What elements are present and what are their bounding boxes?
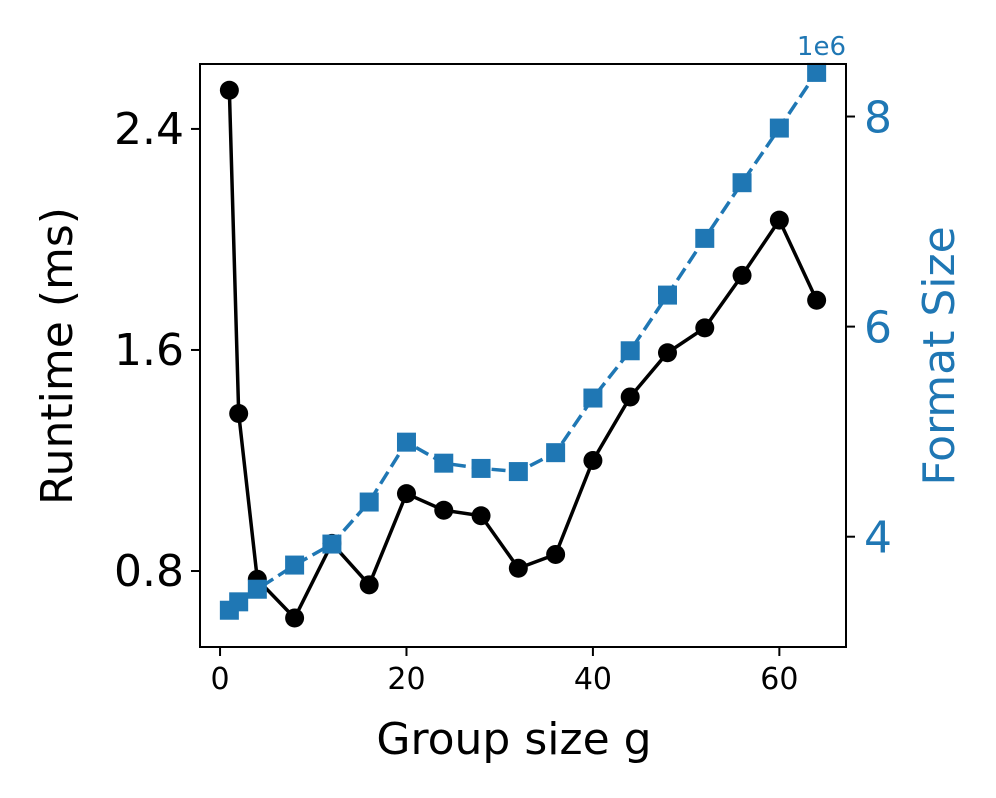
format-size-point bbox=[434, 453, 454, 473]
series-layer bbox=[219, 62, 827, 628]
x-tick-label: 0 bbox=[210, 662, 229, 697]
format-size-point bbox=[732, 173, 752, 193]
plot-frame bbox=[199, 63, 847, 648]
x-tick-label: 40 bbox=[574, 662, 612, 697]
format-size-point bbox=[657, 285, 677, 305]
format-size-point bbox=[285, 555, 305, 575]
runtime-point bbox=[732, 265, 752, 285]
runtime-point bbox=[396, 484, 416, 504]
y-right-tick-label: 4 bbox=[864, 513, 892, 564]
format-size-point bbox=[322, 534, 342, 554]
x-tick-label: 20 bbox=[387, 662, 425, 697]
format-size-point bbox=[583, 388, 603, 408]
y-left-tick-label: 0.8 bbox=[114, 546, 184, 597]
y-right-tick-label: 8 bbox=[864, 93, 892, 144]
format-size-point bbox=[546, 443, 566, 463]
format-size-point bbox=[359, 492, 379, 512]
runtime-point bbox=[620, 387, 640, 407]
format-size-point bbox=[396, 432, 416, 452]
runtime-point bbox=[229, 404, 249, 424]
y-left-tick-label: 1.6 bbox=[114, 325, 184, 376]
runtime-point bbox=[769, 210, 789, 230]
y-right-tick-label: 6 bbox=[864, 303, 892, 354]
format-size-point bbox=[695, 228, 715, 248]
y-axis-left-label: Runtime (ms) bbox=[32, 207, 83, 505]
format-size-point bbox=[769, 118, 789, 138]
right-axis-multiplier: 1e6 bbox=[797, 32, 846, 62]
runtime-point bbox=[546, 544, 566, 564]
runtime-point bbox=[471, 506, 491, 526]
format-size-point bbox=[508, 462, 528, 482]
runtime-point bbox=[219, 80, 239, 100]
runtime-point bbox=[434, 500, 454, 520]
runtime-point bbox=[807, 290, 827, 310]
y-axis-right-label: Format Size bbox=[914, 226, 965, 485]
x-tick-label: 60 bbox=[760, 662, 798, 697]
runtime-point bbox=[359, 575, 379, 595]
format-size-point bbox=[807, 62, 827, 82]
runtime-point bbox=[285, 608, 305, 628]
runtime-point bbox=[695, 318, 715, 338]
x-axis-label: Group size g bbox=[376, 714, 651, 765]
runtime-point bbox=[508, 558, 528, 578]
format-size-point bbox=[471, 458, 491, 478]
format-size-point bbox=[247, 579, 267, 599]
y-left-tick-label: 2.4 bbox=[114, 104, 184, 155]
runtime-point bbox=[583, 450, 603, 470]
tick-layer: 0 20 40 60 0.8 1.6 2.4 4 6 8 bbox=[114, 93, 892, 697]
format-size-point bbox=[620, 341, 640, 361]
format-size-point bbox=[229, 592, 249, 612]
runtime-point bbox=[657, 343, 677, 363]
